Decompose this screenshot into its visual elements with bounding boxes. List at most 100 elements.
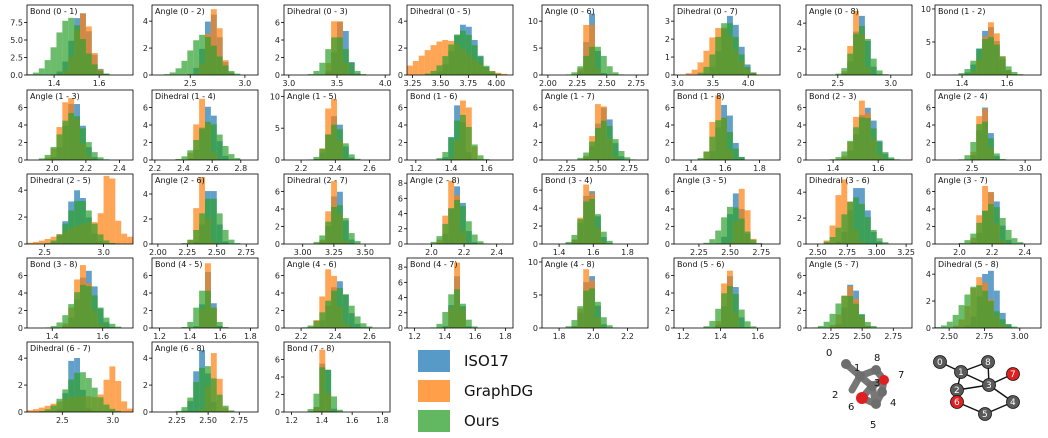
histogram-bar-ours xyxy=(193,40,199,75)
y-tick-label: 0 xyxy=(398,156,403,165)
histogram-bars xyxy=(835,11,888,75)
histogram-bars xyxy=(686,16,757,75)
histogram-bar-ours xyxy=(56,399,62,412)
histogram-bars xyxy=(812,285,877,328)
x-tick-label: 1.8 xyxy=(553,332,566,341)
histogram-bar-ours xyxy=(721,23,727,75)
y-tick-label: 6 xyxy=(275,19,280,28)
histogram-bar-ours xyxy=(62,315,68,328)
histogram-bar-ours xyxy=(211,46,217,75)
node-2d-label-4: 4 xyxy=(1010,398,1016,408)
y-tick-label: 0 xyxy=(926,240,931,249)
histogram-bar-ours xyxy=(877,70,883,75)
legend-label-iso17: ISO17 xyxy=(464,352,509,370)
y-tick-label: 4 xyxy=(143,190,148,199)
y-tick-label: 2 xyxy=(275,307,280,316)
y-tick-label: 4 xyxy=(18,354,23,363)
histogram-bars xyxy=(308,21,367,75)
histogram-bar-ours xyxy=(343,294,349,328)
panel-title: Bond (1 - 2) xyxy=(938,7,985,16)
histogram-bar-graphdg xyxy=(425,50,431,75)
histogram-bar-ours xyxy=(715,120,721,160)
y-tick-label: 2 xyxy=(18,139,23,148)
histogram-bar-ours xyxy=(62,224,68,244)
histogram-bar-ours xyxy=(361,323,367,328)
y-tick-label: 0 xyxy=(275,408,280,417)
histogram-bar-ours xyxy=(601,56,607,75)
x-tick-label: 2.75 xyxy=(237,248,255,257)
y-tick-label: 0 xyxy=(926,324,931,333)
histogram-bar-ours xyxy=(727,286,733,328)
histogram-bar-ours xyxy=(442,312,448,328)
histogram-bar-ours xyxy=(109,409,115,412)
histogram-bar-ours xyxy=(355,316,361,328)
histogram-bar-ours xyxy=(583,56,589,75)
y-tick-label: 0 xyxy=(398,71,403,80)
histogram-bar-ours xyxy=(841,151,847,160)
histogram-bars xyxy=(566,185,613,244)
y-tick-label: 6 xyxy=(665,104,670,113)
x-tick-label: 2.50 xyxy=(853,332,871,341)
histogram-bar-ours xyxy=(715,37,721,75)
histogram-bar-ours xyxy=(442,224,448,244)
x-tick-label: 1.8 xyxy=(621,248,634,257)
histogram-bar-ours xyxy=(187,322,193,328)
y-tick-label: 4 xyxy=(533,204,538,213)
histogram-bars xyxy=(27,358,133,412)
panel-title: Angle (1 - 7) xyxy=(545,92,595,101)
histogram-bar-ours xyxy=(331,125,337,160)
y-tick-label: 4 xyxy=(275,289,280,298)
histogram-bar-ours xyxy=(74,373,80,412)
y-tick-label: 2 xyxy=(665,307,670,316)
x-tick-label: 4.00 xyxy=(487,79,505,88)
histogram-bar-ours xyxy=(871,128,877,160)
histogram-bar-ours xyxy=(478,155,484,160)
x-tick-label: 1.4 xyxy=(827,164,840,173)
x-tick-label: 2.4 xyxy=(177,164,190,173)
histogram-bar-ours xyxy=(56,134,62,160)
atom-3d-label-5: 5 xyxy=(870,420,876,430)
x-tick-label: 2.75 xyxy=(976,332,994,341)
histogram-bars xyxy=(703,189,762,244)
x-tick-label: 2.50 xyxy=(199,416,217,425)
atom-3d-0 xyxy=(841,359,851,369)
histogram-bar-ours xyxy=(460,115,466,160)
histogram-bar-ours xyxy=(853,34,859,75)
histogram-bar-ours xyxy=(601,317,607,328)
histogram-bar-graphdg xyxy=(431,45,437,75)
panel-title: Bond (2 - 3) xyxy=(809,92,856,101)
legend-swatch-iso17 xyxy=(418,350,450,372)
panel-title: Dihedral (5 - 8) xyxy=(938,260,999,269)
histogram-bar-ours xyxy=(211,378,217,412)
y-tick-label: 0 xyxy=(275,240,280,249)
x-tick-label: 2.5 xyxy=(831,79,844,88)
y-tick-label: 5 xyxy=(926,38,931,47)
histogram-bar-ours xyxy=(181,407,187,412)
x-tick-label: 2.75 xyxy=(884,332,902,341)
node-2d-label-1: 1 xyxy=(958,368,964,378)
histogram-bar-ours xyxy=(337,288,343,328)
histogram-bar-ours xyxy=(68,304,74,328)
histogram-bar-graphdg xyxy=(127,409,133,412)
histogram-bar-ours xyxy=(835,228,841,244)
histogram-bar-ours xyxy=(589,199,595,244)
histogram-bar-ours xyxy=(454,121,460,160)
histogram-bar-ours xyxy=(104,240,110,244)
histogram-bar-ours xyxy=(62,121,68,160)
histogram-bar-ours xyxy=(1000,319,1006,328)
histogram-bar-ours xyxy=(349,233,355,244)
node-2d-label-0: 0 xyxy=(937,358,943,368)
histogram-bar-ours xyxy=(571,320,577,328)
histogram-bar-ours xyxy=(460,206,466,244)
y-tick-label: 0 xyxy=(533,240,538,249)
atom-3d-label-4: 4 xyxy=(890,398,896,409)
